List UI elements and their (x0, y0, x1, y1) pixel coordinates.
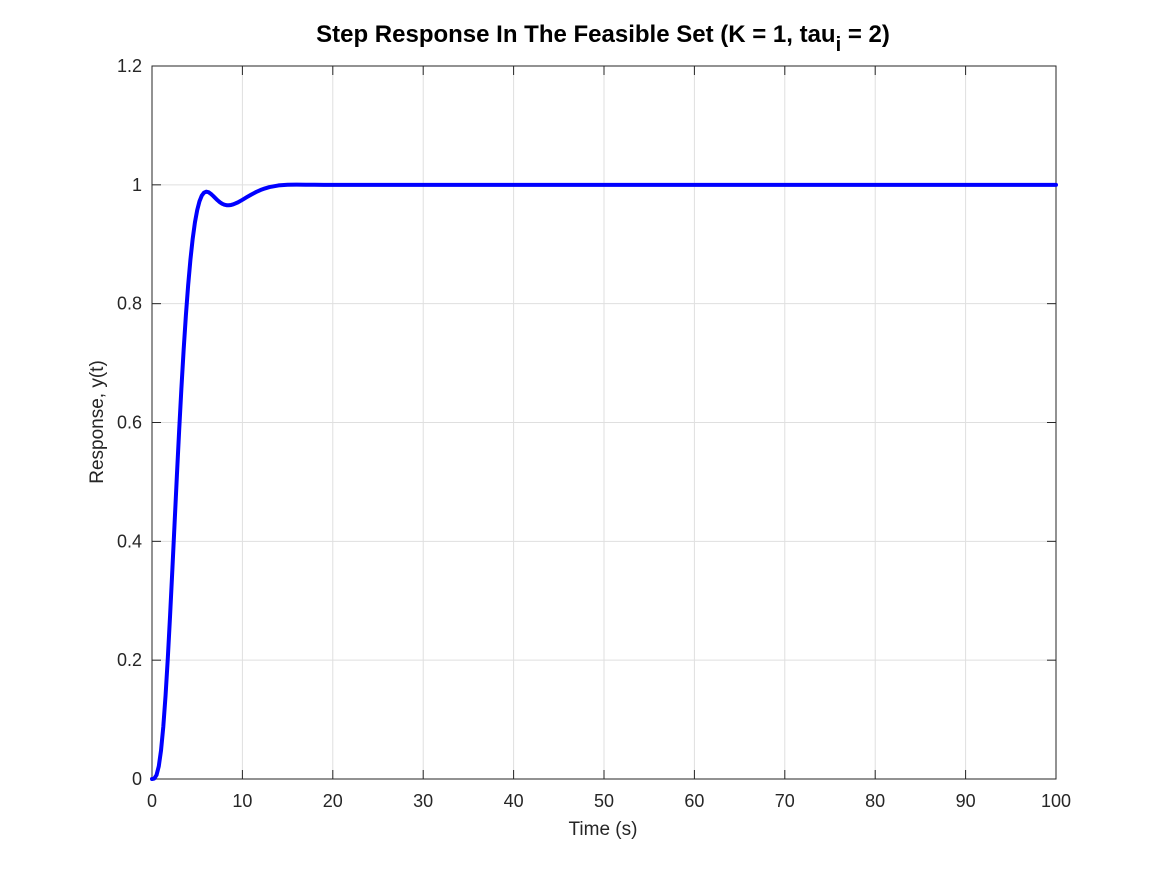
series-line (150, 182, 1058, 781)
x-tick-label: 80 (865, 791, 885, 811)
x-tick-label: 40 (504, 791, 524, 811)
y-tick-label: 1.2 (117, 56, 142, 76)
y-tick-label: 0.6 (117, 413, 142, 433)
x-tick-label: 30 (413, 791, 433, 811)
y-tick-label: 0.2 (117, 650, 142, 670)
x-tick-label: 20 (323, 791, 343, 811)
y-tick-label: 0.4 (117, 531, 142, 551)
y-tick-label: 1 (132, 175, 142, 195)
chart-title-subscript: i (836, 34, 842, 56)
x-tick-label: 10 (232, 791, 252, 811)
x-tick-label: 50 (594, 791, 614, 811)
x-tick-label: 90 (956, 791, 976, 811)
chart-title-tail: = 2) (841, 21, 890, 48)
x-tick-label: 60 (684, 791, 704, 811)
chart-title: Step Response In The Feasible Set (K = 1… (316, 21, 890, 56)
y-tick-label: 0.8 (117, 294, 142, 314)
series-layer (150, 182, 1058, 781)
y-axis-label: Response, y(t) (87, 360, 108, 484)
x-tick-label: 0 (147, 791, 157, 811)
x-tick-label: 70 (775, 791, 795, 811)
axis-ticks (151, 65, 1057, 780)
y-tick-label: 0 (132, 769, 142, 789)
chart-title-main: Step Response In The Feasible Set (K = 1… (316, 21, 835, 48)
x-tick-label: 100 (1041, 791, 1071, 811)
x-axis-label: Time (s) (569, 819, 638, 840)
